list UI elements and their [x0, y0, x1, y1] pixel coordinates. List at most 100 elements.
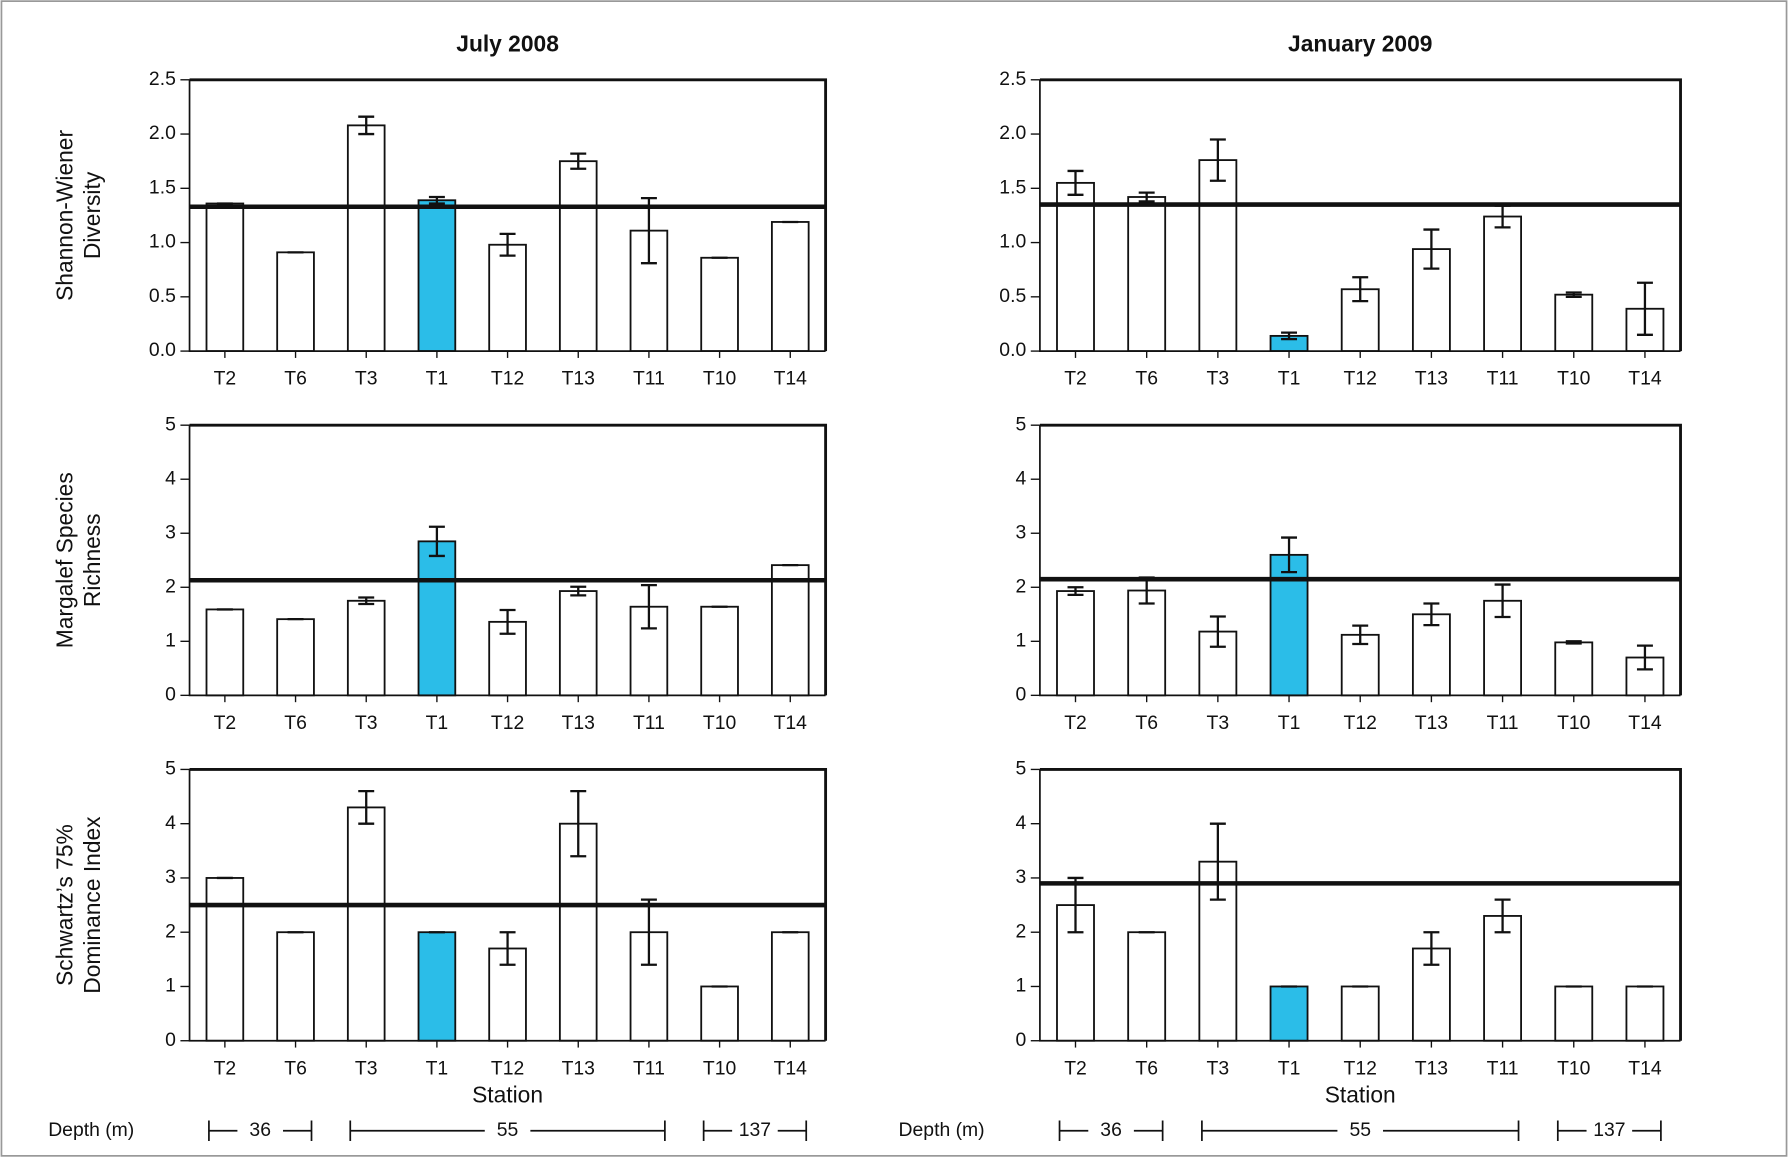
bar	[205, 877, 245, 1042]
axis	[1039, 79, 1681, 352]
bar	[700, 256, 739, 353]
depth-value: 36	[249, 1119, 271, 1141]
x-tick-label: T3	[1207, 368, 1230, 390]
error-bar	[570, 152, 587, 170]
y-tick-label: 1.5	[999, 176, 1026, 198]
bar	[1127, 196, 1167, 353]
bar	[1625, 985, 1665, 1042]
error-bar	[1494, 898, 1511, 934]
bar	[1127, 931, 1167, 1042]
error-bar	[358, 789, 375, 825]
y-tick-label: 0.0	[149, 339, 176, 361]
x-tick-label: T1	[426, 712, 449, 734]
y-tick-label: 0	[1015, 1029, 1026, 1051]
x-tick-label: T10	[703, 1057, 737, 1079]
x-tick-label: T12	[491, 712, 524, 734]
axis	[188, 425, 826, 697]
x-tick-label: T3	[355, 368, 378, 390]
depth-value: 137	[739, 1119, 771, 1141]
bar	[770, 931, 810, 1042]
error-bar	[358, 596, 375, 606]
error-bar	[1209, 822, 1226, 901]
x-tick-label: T6	[284, 712, 307, 734]
x-tick-label: T1	[426, 368, 449, 390]
x-tick-label: T3	[1207, 1057, 1230, 1079]
y-tick-label: 2	[165, 575, 176, 597]
y-tick-label: 3	[165, 521, 176, 543]
y-tick-label: 2	[165, 920, 176, 942]
x-tick-label: T14	[1628, 368, 1662, 390]
x-axis-label: Station	[1325, 1082, 1396, 1108]
error-bar	[1067, 586, 1084, 596]
x-tick-label: T2	[214, 712, 237, 734]
y-axis-label: Shannon-Wiener	[51, 130, 77, 301]
x-tick-label: T12	[1344, 368, 1377, 390]
y-tick-label: 2	[1015, 920, 1026, 942]
bar	[1269, 553, 1309, 697]
x-tick-label: T14	[1628, 712, 1662, 734]
bar	[346, 124, 386, 353]
depth-value: 55	[497, 1119, 519, 1141]
bar	[1340, 985, 1380, 1042]
panel-title: January 2009	[1288, 31, 1432, 57]
error-bar	[1352, 624, 1369, 646]
y-tick-label: 2	[1015, 575, 1026, 597]
plot-frame	[189, 423, 828, 696]
error-bar	[570, 789, 587, 858]
depth-label: Depth (m)	[48, 1119, 134, 1141]
x-tick-label: T2	[214, 368, 237, 390]
x-tick-label: T10	[1557, 1057, 1591, 1079]
bar	[770, 221, 810, 353]
bar	[1554, 641, 1594, 697]
y-tick-label: 1.0	[999, 231, 1026, 253]
plot-frame	[1039, 78, 1682, 352]
error-bar	[428, 525, 445, 558]
plot-frame	[1039, 423, 1682, 696]
y-tick-label: 4	[165, 467, 176, 489]
bar	[417, 199, 457, 353]
error-bar	[1067, 876, 1084, 934]
y-tick-label: 1	[1015, 975, 1026, 997]
error-bar	[570, 585, 587, 597]
y-axis-label: Diversity	[79, 171, 105, 259]
y-tick-label: 1	[165, 975, 176, 997]
x-tick-label: T12	[1344, 1057, 1377, 1079]
bar	[558, 160, 598, 353]
error-bar	[499, 232, 516, 257]
x-tick-label: T11	[633, 712, 665, 734]
y-tick-label: 5	[165, 413, 176, 435]
x-tick-label: T1	[1278, 368, 1301, 390]
depth-value: 137	[1593, 1119, 1625, 1141]
error-bar	[499, 931, 516, 966]
x-tick-label: T12	[491, 368, 524, 390]
x-tick-label: T1	[1278, 1057, 1301, 1079]
bar	[629, 229, 669, 353]
error-bar	[499, 608, 516, 635]
error-bar	[1423, 931, 1440, 966]
y-tick-label: 2.0	[999, 122, 1026, 144]
y-tick-label: 1.0	[149, 231, 176, 253]
error-bar	[1423, 602, 1440, 627]
y-tick-label: 4	[165, 812, 176, 834]
x-tick-label: T1	[1278, 712, 1301, 734]
x-tick-label: T10	[1557, 368, 1591, 390]
y-axis-label: Dominance Index	[79, 816, 105, 994]
y-tick-label: 0	[165, 1029, 176, 1051]
error-bar	[1565, 291, 1582, 298]
bar	[1554, 293, 1594, 353]
x-tick-label: T13	[562, 368, 595, 390]
axis	[188, 79, 826, 352]
x-tick-label: T10	[1557, 712, 1591, 734]
y-tick-label: 4	[1015, 467, 1026, 489]
error-bar	[358, 115, 375, 136]
x-tick-label: T10	[703, 712, 737, 734]
error-bar	[1209, 615, 1226, 648]
y-axis-label: Margalef Species	[51, 472, 77, 648]
x-tick-label: T14	[774, 368, 808, 390]
error-bar	[1138, 191, 1155, 203]
y-tick-label: 5	[165, 758, 176, 780]
x-tick-label: T11	[1487, 1057, 1519, 1079]
depth-bracket	[1201, 1120, 1520, 1142]
bar	[276, 931, 315, 1042]
x-tick-label: T2	[1064, 712, 1087, 734]
